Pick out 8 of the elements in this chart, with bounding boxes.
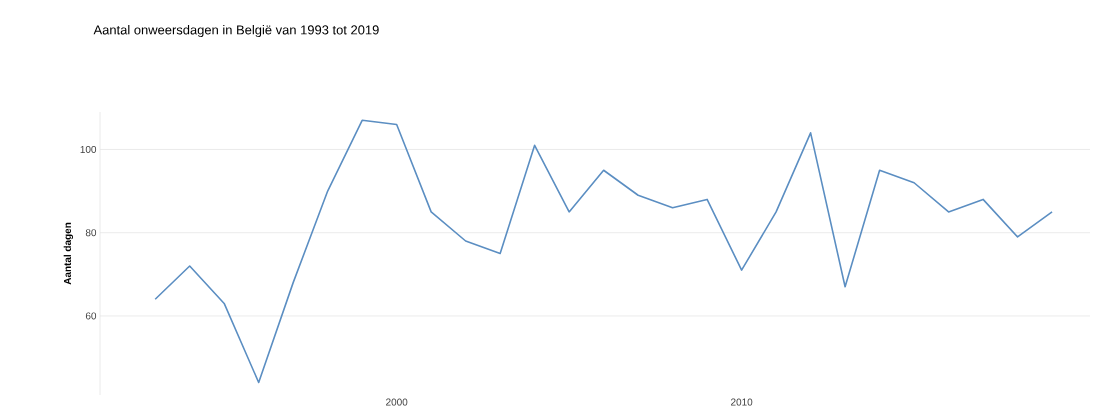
x-tick-label: 2010: [731, 398, 753, 406]
y-tick-label: 100: [80, 145, 97, 153]
x-tick-label: 2000: [386, 398, 408, 406]
y-tick-label: 60: [85, 312, 97, 320]
y-tick-label: 80: [85, 229, 97, 237]
line-series: [154, 119, 1053, 384]
chart-title: Aantal onweersdagen in België van 1993 tot 2019: [93, 24, 379, 38]
y-axis-title: Aantal dagen: [63, 222, 74, 285]
